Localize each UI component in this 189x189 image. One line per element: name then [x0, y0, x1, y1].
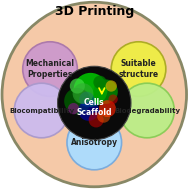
Circle shape	[106, 80, 117, 92]
Circle shape	[78, 100, 99, 121]
Circle shape	[14, 83, 69, 138]
Circle shape	[67, 115, 122, 170]
Circle shape	[73, 83, 93, 104]
Circle shape	[2, 2, 187, 187]
Text: Suitable
structure: Suitable structure	[119, 59, 159, 79]
Circle shape	[68, 103, 79, 114]
Circle shape	[97, 110, 110, 123]
Circle shape	[120, 83, 174, 138]
Circle shape	[23, 42, 77, 96]
Text: Biocompatibility: Biocompatibility	[9, 108, 74, 114]
Circle shape	[89, 112, 104, 127]
Circle shape	[93, 76, 107, 89]
Circle shape	[64, 88, 91, 114]
Text: Anisotropy: Anisotropy	[71, 138, 118, 147]
Text: Cells
Scaffold: Cells Scaffold	[77, 98, 112, 117]
Circle shape	[70, 78, 85, 94]
Circle shape	[108, 94, 118, 104]
Text: 3D Printing: 3D Printing	[55, 5, 134, 18]
Text: Mechanical
Properties: Mechanical Properties	[26, 59, 74, 79]
Circle shape	[99, 100, 116, 117]
Circle shape	[58, 66, 131, 140]
Circle shape	[74, 73, 108, 107]
Circle shape	[79, 92, 94, 107]
Circle shape	[111, 42, 166, 96]
Circle shape	[93, 79, 118, 104]
Text: Biodegradability: Biodegradability	[114, 108, 180, 114]
